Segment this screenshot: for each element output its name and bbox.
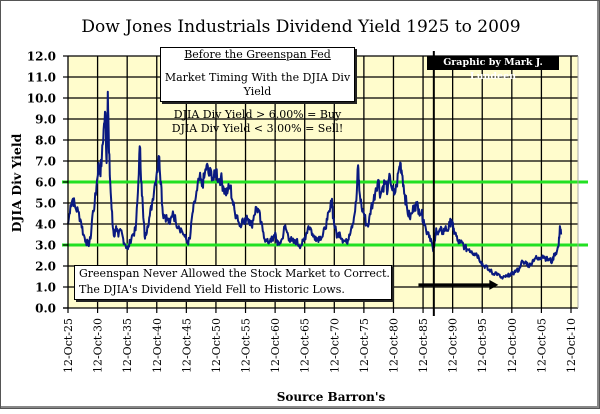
chart-title: Dow Jones Industrials Dividend Yield 192… — [81, 17, 520, 37]
x-tick-label: 12-Oct-90 — [447, 318, 460, 373]
y-tick-label: 11.0 — [27, 71, 56, 85]
x-tick-label: 12-Oct-85 — [417, 318, 430, 373]
y-tick-label: 7.0 — [35, 155, 56, 169]
x-tick-label: 12-Oct-30 — [92, 318, 105, 373]
x-tick-label: 12-Oct-50 — [210, 318, 223, 373]
x-tick-label: 12-Oct-75 — [358, 318, 371, 373]
x-tick-label: 12-Oct-00 — [506, 318, 519, 373]
greenspan-annotation-line1: Greenspan Never Allowed the Stock Market… — [79, 267, 390, 280]
timing-box-header: Before the Greenspan Fed — [184, 48, 331, 61]
y-tick-label: 1.0 — [35, 281, 56, 295]
y-tick-label: 8.0 — [35, 134, 56, 148]
arrow-head-icon — [489, 279, 499, 290]
graphic-credit: Graphic by Mark J. Lundeen — [427, 56, 559, 82]
y-tick-label: 2.0 — [35, 260, 56, 274]
x-tick-label: 12-Oct-05 — [535, 318, 548, 373]
x-tick-label: 12-Oct-25 — [62, 318, 75, 373]
x-tick-label: 12-Oct-70 — [328, 318, 341, 373]
greenspan-annotation-line2: The DJIA's Dividend Yield Fell to Histor… — [79, 283, 345, 296]
x-tick-label: 12-Oct-45 — [180, 318, 193, 373]
y-tick-label: 6.0 — [35, 176, 56, 190]
y-tick-label: 12.0 — [27, 50, 56, 64]
y-axis-label: DJIA Div Yield — [9, 133, 24, 232]
x-tick-label: 12-Oct-40 — [151, 318, 164, 373]
x-tick-label: 12-Oct-35 — [121, 318, 134, 373]
series-line-dividend-yield — [67, 90, 563, 280]
greenspan-annotation-box: Greenspan Never Allowed the Stock Market… — [74, 265, 392, 300]
y-tick-label: 9.0 — [35, 113, 56, 127]
y-tick-label: 0.0 — [35, 302, 56, 316]
timing-box-sell-rule: DJIA Div Yield < 3.00% = Sell! — [171, 122, 344, 135]
timing-box-buy-rule: DJIA Div Yield > 6.00% = Buy — [173, 108, 342, 121]
y-tick-label: 4.0 — [35, 218, 56, 232]
y-tick-label: 5.0 — [35, 197, 56, 211]
x-tick-label: 12-Oct-80 — [387, 318, 400, 373]
x-tick-label: 12-Oct-55 — [240, 318, 253, 373]
x-tick-label: 12-Oct-95 — [476, 318, 489, 373]
market-timing-box: Before the Greenspan Fed Market Timing W… — [160, 47, 355, 135]
x-axis-label: Source Barron's — [277, 390, 386, 404]
x-tick-label: 12-Oct-60 — [269, 318, 282, 373]
y-tick-label: 10.0 — [27, 92, 56, 106]
y-tick-label: 3.0 — [35, 239, 56, 253]
x-tick-label: 12-Oct-65 — [299, 318, 312, 373]
timing-box-line1: Market Timing With the DJIA Div Yield — [164, 71, 351, 98]
x-tick-label: 12-Oct-10 — [565, 318, 578, 373]
